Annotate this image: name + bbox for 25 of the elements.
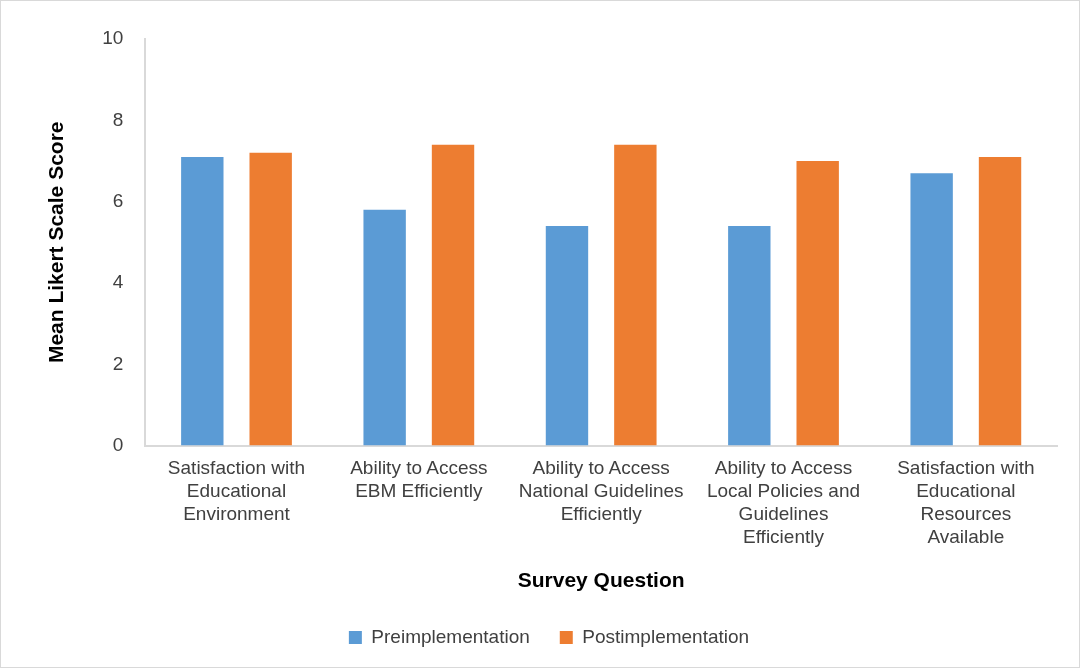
bar <box>431 144 475 446</box>
y-axis-title: Mean Likert Scale Score <box>44 121 68 364</box>
bar <box>910 173 953 446</box>
bar <box>545 226 589 446</box>
bar <box>796 160 839 446</box>
bar <box>978 156 1022 446</box>
y-tick-label: 10 <box>102 27 124 49</box>
x-tick-label: Satisfaction with Educational Environment <box>167 457 306 524</box>
y-tick-label: 2 <box>112 352 124 374</box>
y-tick-label: 6 <box>112 189 124 211</box>
bar <box>249 152 292 446</box>
legend-label: Postimplementation <box>582 625 750 647</box>
x-tick-label: Ability to Access Local Policies and Guidelines Efficiently <box>706 457 861 547</box>
bar <box>181 156 224 446</box>
bar <box>614 144 657 446</box>
x-tick-label: Ability to Access EBM Efficiently <box>350 457 488 502</box>
x-tick-label: Ability to Access National Guidelines Efficiently <box>518 457 684 524</box>
x-axis-title: Survey Question <box>517 568 685 592</box>
y-tick-label: 0 <box>112 433 124 455</box>
legend-label: Preimplementation <box>371 625 530 647</box>
x-tick-label: Satisfaction with Educational Resources Available <box>897 457 1035 547</box>
y-tick-label: 8 <box>112 108 124 130</box>
bar <box>363 209 406 446</box>
y-tick-label: 4 <box>112 271 124 293</box>
bar <box>728 226 771 446</box>
